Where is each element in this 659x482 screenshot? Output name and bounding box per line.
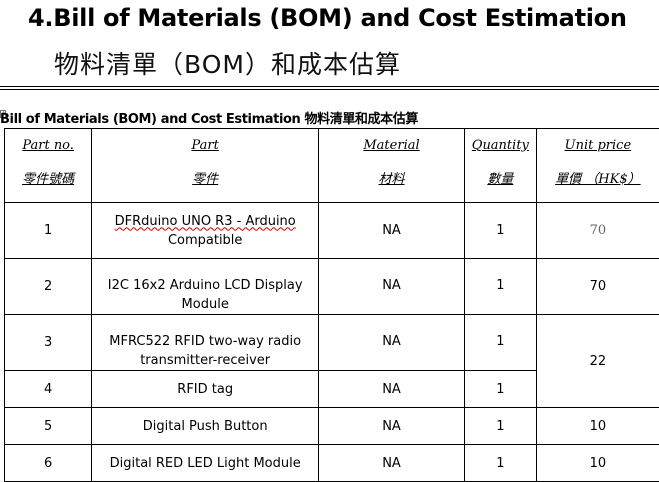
cell-part: Digital Push Button — [92, 408, 319, 445]
table-row: 5 Digital Push Button NA 1 10 — [5, 408, 659, 445]
cell-quantity: 1 — [464, 315, 536, 371]
heading-rule-bottom — [0, 89, 659, 90]
cell-unit-price: 10 — [536, 445, 659, 482]
section-title: 4.Bill of Materials (BOM) and Cost Estim… — [28, 4, 627, 32]
cell-part: Digital RED LED Light Module — [92, 445, 319, 482]
cell-material: NA — [319, 259, 465, 315]
section-subtitle: 物料清單（BOM）和成本估算 — [54, 45, 401, 81]
cell-quantity: 1 — [464, 408, 536, 445]
cell-unit-price: 22 — [536, 315, 659, 408]
cell-unit-price: 10 — [536, 408, 659, 445]
cell-part-no: 5 — [5, 408, 92, 445]
cell-part: RFID tag — [92, 371, 319, 408]
cell-quantity: 1 — [464, 371, 536, 408]
cell-part-no: 1 — [5, 203, 92, 259]
cell-material: NA — [319, 371, 465, 408]
cell-material: NA — [319, 408, 465, 445]
cell-quantity: 1 — [464, 203, 536, 259]
cell-part-no: 6 — [5, 445, 92, 482]
cell-material: NA — [319, 315, 465, 371]
cell-part-no: 4 — [5, 371, 92, 408]
cell-material: NA — [319, 203, 465, 259]
cell-unit-price: 70 — [536, 203, 659, 259]
cell-unit-price: 70 — [536, 259, 659, 315]
table-caption: Bill of Materials (BOM) and Cost Estimat… — [0, 108, 418, 127]
cell-quantity: 1 — [464, 445, 536, 482]
table-row: 6 Digital RED LED Light Module NA 1 10 — [5, 445, 659, 482]
heading-rule-top — [0, 86, 659, 87]
header-part-no: Part no.零件號碼 — [5, 129, 92, 203]
cell-material: NA — [319, 445, 465, 482]
cell-part-no: 2 — [5, 259, 92, 315]
cell-part-no: 3 — [5, 315, 92, 371]
cell-quantity: 1 — [464, 259, 536, 315]
